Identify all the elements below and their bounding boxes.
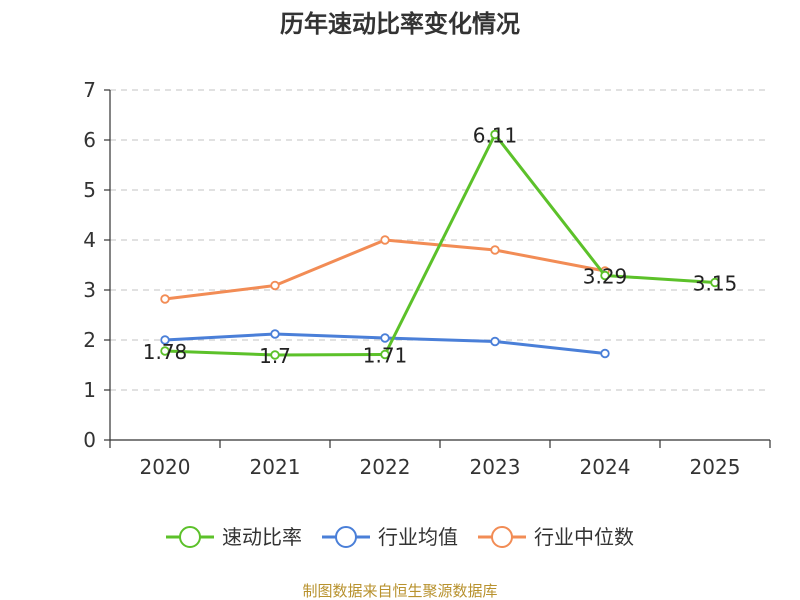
legend-marker-icon xyxy=(335,526,357,548)
data-label: 3.15 xyxy=(693,272,738,296)
y-tick-label: 0 xyxy=(83,428,96,452)
legend: 速动比率 行业均值 行业中位数 xyxy=(166,525,634,549)
data-label: 3.29 xyxy=(583,265,628,289)
data-point xyxy=(160,346,170,356)
grid-lines xyxy=(110,89,770,391)
data-labels: 1.78 1.7 1.71 6.11 3.29 3.15 xyxy=(143,124,738,369)
y-tick-label: 1 xyxy=(83,378,96,402)
data-label: 1.78 xyxy=(143,340,188,364)
legend-label: 行业中位数 xyxy=(534,525,634,549)
data-label: 1.7 xyxy=(259,344,291,368)
data-point xyxy=(710,277,720,288)
x-tick-label: 2024 xyxy=(580,455,631,479)
x-tick-label: 2025 xyxy=(690,455,741,479)
data-point xyxy=(160,335,170,345)
data-point xyxy=(380,235,390,245)
series-line xyxy=(164,133,716,357)
y-tick-label: 7 xyxy=(83,78,96,102)
y-tick-label: 2 xyxy=(83,328,96,352)
data-point xyxy=(490,336,500,347)
axes: 0 1 2 3 4 5 6 7 2020 2021 2022 2023 2024 2025 xyxy=(83,78,771,479)
data-point xyxy=(380,349,390,360)
data-point xyxy=(490,129,500,140)
data-point xyxy=(160,294,170,304)
x-tick-label: 2022 xyxy=(360,455,411,479)
data-label: 6.11 xyxy=(473,124,518,148)
series-lines xyxy=(160,129,720,360)
legend-label: 速动比率 xyxy=(222,525,302,549)
data-point xyxy=(270,350,280,360)
source-note: 制图数据来自恒生聚源数据库 xyxy=(302,582,497,600)
data-point xyxy=(380,333,390,343)
x-tick-label: 2020 xyxy=(140,455,191,479)
chart-title: 历年速动比率变化情况 xyxy=(280,10,520,38)
x-tick-label: 2021 xyxy=(250,455,301,479)
data-label: 1.71 xyxy=(363,344,408,368)
legend-label: 行业均值 xyxy=(378,525,458,549)
y-tick-label: 6 xyxy=(83,128,96,152)
legend-item: 行业中位数 xyxy=(478,525,634,549)
y-tick-label: 3 xyxy=(83,278,96,302)
data-point xyxy=(270,329,280,339)
legend-marker-icon xyxy=(491,526,513,548)
x-tick-label: 2023 xyxy=(470,455,521,479)
data-point xyxy=(490,245,500,255)
data-point xyxy=(270,280,280,291)
data-point xyxy=(600,348,610,359)
y-tick-label: 5 xyxy=(83,178,96,202)
data-point xyxy=(600,270,610,281)
y-tick-label: 4 xyxy=(83,228,96,252)
legend-marker-icon xyxy=(179,526,201,548)
legend-item: 行业均值 xyxy=(322,525,458,549)
legend-item: 速动比率 xyxy=(166,525,302,549)
